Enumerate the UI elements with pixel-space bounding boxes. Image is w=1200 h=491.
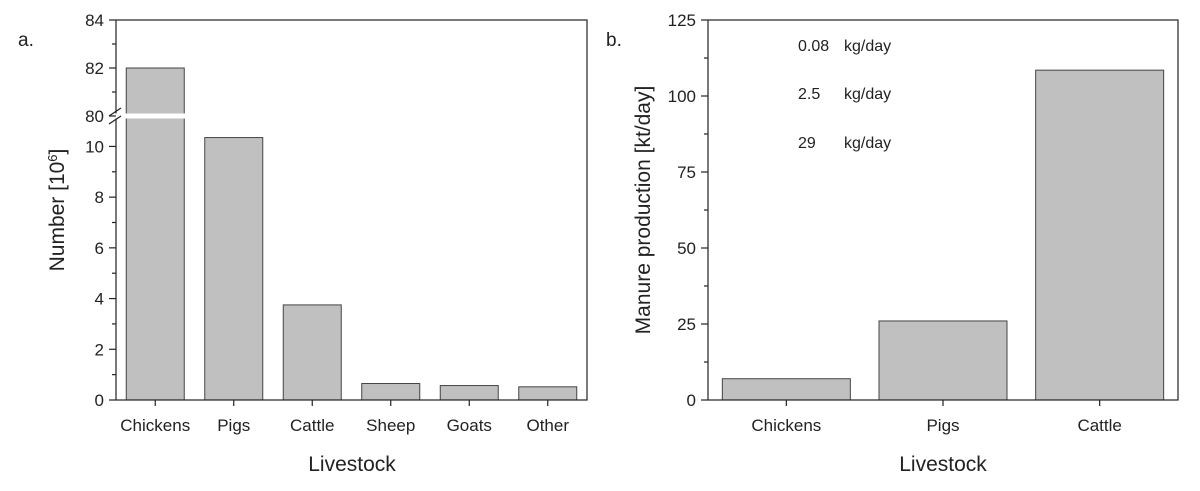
panel-a-y-axis-title-text: Number [10 xyxy=(46,162,69,272)
panel-a-axis-break-gap xyxy=(104,113,194,119)
panel-b-x-axis-title: Livestock xyxy=(899,453,987,476)
panel-b-x-tick-labels: Chickens Pigs Cattle xyxy=(751,416,1122,435)
panel-a-x-tick-cattle: Cattle xyxy=(290,416,334,435)
panel-a-plot-frame xyxy=(115,19,588,401)
panel-a-y-tick-2: 2 xyxy=(95,340,104,359)
panel-a-bar-other xyxy=(518,386,578,401)
panel-a-y-tick-labels: 0 2 4 6 8 10 80 82 84 xyxy=(85,11,104,410)
panel-b-y-tick-50: 50 xyxy=(677,239,696,258)
annotation-unit-pigs: kg/day xyxy=(844,86,891,103)
panel-b-y-tick-labels: 0 25 50 75 100 125 xyxy=(668,11,696,410)
panel-a-bar-cattle xyxy=(282,304,342,401)
panel-b-bar-pigs xyxy=(878,320,1008,401)
panel-a-axes xyxy=(104,19,588,406)
annotation-value-cattle: 29 xyxy=(798,135,816,152)
panel-b-x-tick-cattle: Cattle xyxy=(1077,416,1121,435)
panel-a-y-tick-82: 82 xyxy=(85,59,104,78)
panel-b-y-tick-0: 0 xyxy=(687,391,696,410)
panel-b-y-tick-125: 125 xyxy=(668,11,696,30)
panel-a-x-tick-sheep: Sheep xyxy=(366,416,415,435)
panel-a-label: a. xyxy=(18,30,34,51)
panel-a-bar-goats xyxy=(439,385,499,401)
panel-b-x-tick-chickens: Chickens xyxy=(751,416,821,435)
panel-a-x-tick-pigs: Pigs xyxy=(217,416,250,435)
panel-a-x-tick-chickens: Chickens xyxy=(120,416,190,435)
panel-b-bar-chickens xyxy=(721,378,851,401)
panel-a-y-tick-80: 80 xyxy=(85,107,104,126)
panel-b-x-tick-pigs: Pigs xyxy=(926,416,959,435)
panel-a-y-tick-0: 0 xyxy=(95,391,104,410)
panel-a-y-axis-title-sup: 6 xyxy=(45,154,60,161)
panel-b-y-axis-title: Manure production [kt/day] xyxy=(632,86,655,335)
panel-a-y-tick-4: 4 xyxy=(95,290,104,309)
panel-b-bar-cattle xyxy=(1035,69,1165,401)
panel-a-axis-break-mark xyxy=(108,107,122,117)
panel-a-x-tick-labels: Chickens Pigs Cattle Sheep Goats Other xyxy=(120,416,569,435)
panel-a-y-axis-title: Number [106] xyxy=(45,149,70,272)
panel-b-label: b. xyxy=(606,30,622,51)
panel-a-bar-sheep xyxy=(361,383,421,401)
panel-a-y-axis-title-close: ] xyxy=(46,149,69,155)
panel-a-y-tick-10: 10 xyxy=(85,137,104,156)
panel-b-y-tick-75: 75 xyxy=(677,163,696,182)
panel-b-y-tick-100: 100 xyxy=(668,87,696,106)
annotation-unit-cattle: kg/day xyxy=(844,135,891,152)
panel-a-x-tick-other: Other xyxy=(526,416,569,435)
panel-a-y-tick-6: 6 xyxy=(95,239,104,258)
panel-b-y-tick-25: 25 xyxy=(677,315,696,334)
panel-b-axes xyxy=(701,19,1179,406)
panel-a-bars xyxy=(125,67,578,401)
annotation-value-pigs: 2.5 xyxy=(798,86,820,103)
panel-a-axis-break-mark xyxy=(108,115,122,125)
panel-a-y-tick-84: 84 xyxy=(85,11,104,30)
panel-a-y-tick-8: 8 xyxy=(95,188,104,207)
panel-a-bar-pigs xyxy=(204,137,264,401)
panel-b-annotations: 0.08 kg/day 2.5 kg/day 29 kg/day xyxy=(798,38,891,152)
panel-b-manure-production-chart: b. Manure production [kt/day] 0 25 50 75 100… xyxy=(606,11,1179,476)
panel-b-bars xyxy=(721,69,1165,401)
annotation-unit-chickens: kg/day xyxy=(844,38,891,55)
panel-a-bar-chickens xyxy=(125,67,185,401)
panel-a-x-axis-title: Livestock xyxy=(308,453,396,476)
panel-a-x-tick-goats: Goats xyxy=(447,416,492,435)
annotation-value-chickens: 0.08 xyxy=(798,38,829,55)
